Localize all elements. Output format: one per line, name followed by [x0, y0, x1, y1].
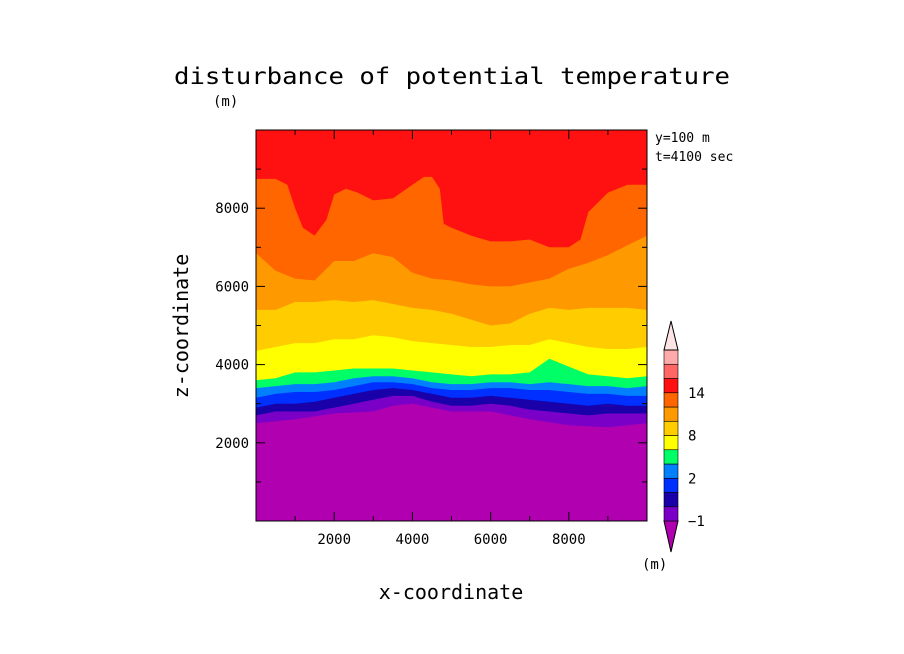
x-tick-label: 4000: [396, 532, 430, 548]
colorbar-label: 2: [688, 471, 696, 487]
x-axis-label: x-coordinate: [379, 580, 524, 604]
contour-band-0: [256, 403, 647, 521]
colorbar-swatch: [663, 378, 679, 394]
colorbar-swatch: [663, 420, 679, 436]
colorbar-label: 8: [688, 429, 696, 445]
title-units: (m): [213, 94, 238, 110]
colorbar-swatch: [663, 492, 679, 508]
x-tick-label: 6000: [474, 532, 508, 548]
colorbar-swatch: [663, 392, 679, 408]
plot-area: 2000 4000 6000 8000 2000 4000 6000 8000: [215, 129, 648, 548]
y-tick-label: 4000: [215, 358, 249, 374]
colorbar-swatch: [663, 463, 679, 479]
colorbar-swatch: [663, 406, 679, 422]
colorbar-units: (m): [642, 557, 667, 573]
colorbar-label: −1: [688, 514, 705, 530]
annotation-time: t=4100 sec: [655, 150, 733, 165]
colorbar-swatch: [663, 449, 679, 465]
x-tick-label: 2000: [317, 532, 351, 548]
annotation-y-position: y=100 m: [655, 131, 710, 146]
y-tick-label: 6000: [215, 279, 249, 295]
colorbar-upper-pointer: [663, 320, 679, 351]
y-tick-label: 2000: [215, 436, 249, 452]
colorbar-label: 14: [688, 386, 705, 402]
colorbar-swatch: [663, 435, 679, 451]
colorbar-swatch: [663, 349, 679, 365]
colorbar-swatch: [663, 477, 679, 493]
colorbar-lower-pointer: [663, 520, 679, 553]
x-tick-label: 8000: [552, 532, 586, 548]
chart-title: disturbance of potential temperature: [174, 64, 730, 90]
colorbar: 14 8 2 −1: [663, 320, 705, 553]
colorbar-swatch: [663, 506, 679, 522]
y-axis-label: z-coordinate: [169, 254, 193, 399]
y-tick-label: 8000: [215, 201, 249, 217]
colorbar-swatch: [663, 363, 679, 379]
